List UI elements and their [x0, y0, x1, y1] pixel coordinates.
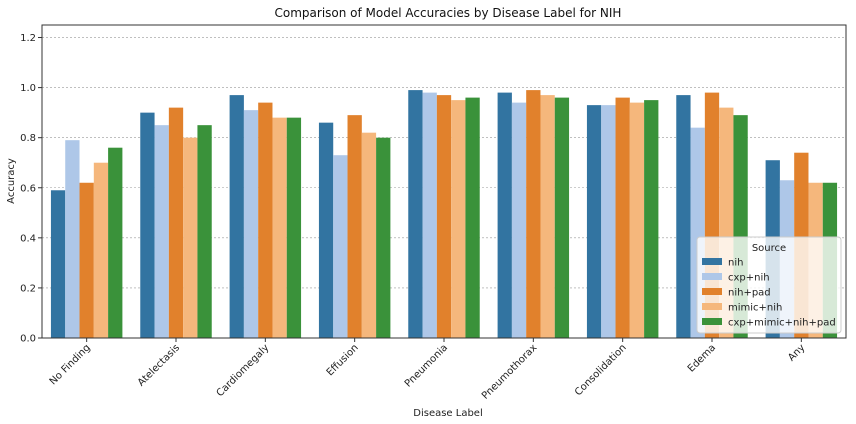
x-tick-label: Any: [786, 342, 807, 363]
bar: [318, 122, 334, 338]
bar: [108, 147, 123, 338]
bar: [376, 137, 391, 338]
bar: [154, 125, 169, 338]
bars-group: [50, 90, 838, 339]
bar: [465, 97, 480, 338]
legend-swatch: [702, 318, 722, 325]
bar: [140, 112, 155, 338]
bar: [511, 102, 527, 339]
bar: [497, 92, 512, 338]
x-axis-label: Disease Label: [413, 408, 483, 419]
y-tick-label: 0.2: [20, 283, 36, 294]
bar: [333, 155, 348, 338]
legend: Source nih cxp+nih nih+pad mimic+nih cxp+mimi…: [696, 236, 842, 334]
legend-swatch: [702, 303, 722, 310]
bar: [615, 97, 630, 338]
legend-title: Source: [752, 243, 786, 254]
bar: [183, 137, 198, 338]
bar: [243, 110, 259, 338]
legend-swatch: [702, 258, 722, 265]
bar: [601, 105, 616, 339]
bar: [258, 102, 273, 339]
legend-label: nih: [728, 258, 743, 269]
legend-swatch: [702, 273, 722, 280]
legend-label: cxp+nih: [728, 273, 770, 284]
x-tick-label: Atelectasis: [136, 342, 182, 388]
bar: [347, 115, 362, 338]
y-tick-label: 0.4: [20, 233, 36, 244]
y-axis-label: Accuracy: [6, 158, 17, 204]
x-tick-label: Pneumothorax: [480, 342, 540, 402]
y-tick-label: 1.0: [20, 83, 36, 94]
legend-label: cxp+mimic+nih+pad: [728, 318, 836, 329]
bar: [197, 125, 212, 338]
bar: [629, 102, 645, 339]
x-tick-label: No Finding: [48, 342, 93, 387]
bar: [408, 90, 423, 338]
bar: [422, 92, 437, 338]
bar: [676, 95, 691, 338]
y-axis: 0.0 0.2 0.4 0.6 0.8 1.0 1.2: [20, 33, 42, 345]
y-tick-label: 0.0: [20, 334, 36, 345]
y-tick-label: 1.2: [20, 33, 36, 44]
bar: [50, 190, 66, 338]
bar: [526, 90, 541, 338]
y-tick-label: 0.6: [20, 183, 36, 194]
bar: [540, 95, 555, 338]
bar: [436, 95, 452, 338]
legend-label: nih+pad: [728, 288, 771, 299]
x-tick-label: Cardiomegaly: [215, 342, 272, 399]
bar: [451, 100, 466, 339]
x-tick-label: Consolidation: [573, 342, 629, 398]
bar: [229, 95, 244, 338]
x-tick-label: Edema: [686, 342, 718, 374]
legend-swatch: [702, 288, 722, 295]
legend-label: mimic+nih: [728, 303, 782, 314]
bar: [644, 100, 659, 339]
chart-title: Comparison of Model Accuracies by Diseas…: [275, 6, 622, 20]
bar: [93, 162, 109, 338]
x-axis: No Finding Atelectasis Cardiomegaly Effusio…: [48, 338, 808, 402]
x-tick-label: Pneumonia: [403, 342, 450, 389]
bar: [286, 117, 302, 338]
bar: [554, 97, 570, 338]
bar: [272, 117, 287, 338]
y-tick-label: 0.8: [20, 133, 36, 144]
bar: [168, 107, 184, 338]
bar: [65, 140, 80, 338]
legend-box: [696, 236, 842, 334]
x-tick-label: Effusion: [325, 342, 361, 378]
bar: [361, 132, 377, 338]
bar: [586, 105, 602, 339]
bar: [79, 182, 94, 338]
